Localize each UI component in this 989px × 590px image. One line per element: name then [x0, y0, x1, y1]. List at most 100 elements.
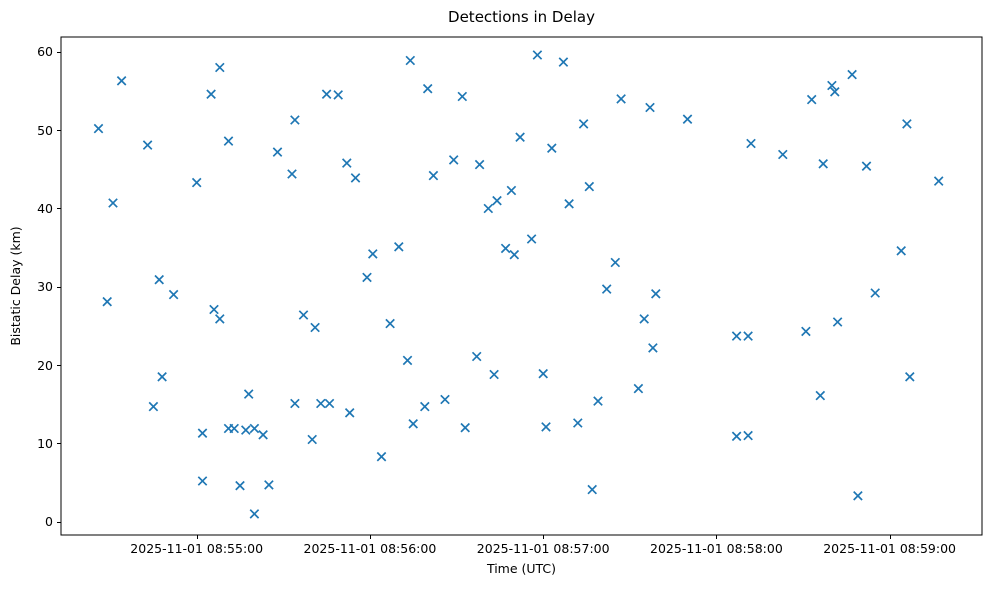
- data-point-marker: [385, 318, 395, 329]
- data-point-marker: [240, 425, 251, 435]
- data-point-marker: [829, 86, 840, 97]
- x-tick-label: 2025-11-01 08:56:00: [303, 541, 437, 556]
- data-point-marker: [593, 396, 603, 406]
- data-point-marker: [474, 159, 485, 170]
- data-point-marker: [616, 94, 626, 104]
- data-point-marker: [832, 317, 843, 327]
- data-point-marker: [440, 394, 450, 405]
- data-point-marker: [154, 274, 165, 285]
- data-point-marker: [564, 198, 574, 209]
- data-point-marker: [601, 284, 612, 294]
- data-point-marker: [393, 241, 404, 252]
- data-point-marker: [272, 147, 283, 157]
- data-point-marker: [904, 371, 915, 382]
- data-point-marker: [541, 422, 551, 432]
- data-point-marker: [515, 132, 525, 143]
- data-point-marker: [310, 322, 320, 333]
- data-point-marker: [142, 140, 153, 150]
- data-point-marker: [500, 243, 511, 254]
- data-point-marker: [870, 288, 881, 298]
- data-point-marker: [650, 288, 661, 299]
- data-point-marker: [682, 114, 693, 125]
- data-point-marker: [827, 80, 837, 91]
- data-point-marker: [157, 371, 167, 382]
- data-point-marker: [235, 480, 245, 491]
- data-point-marker: [197, 428, 208, 439]
- data-point-marker: [853, 490, 863, 501]
- data-point-marker: [367, 249, 378, 259]
- data-point-marker: [457, 91, 468, 102]
- data-point-marker: [815, 390, 826, 401]
- data-point-marker: [506, 185, 517, 196]
- data-point-marker: [645, 102, 655, 113]
- data-point-marker: [471, 351, 482, 362]
- y-tick-label: 10: [37, 435, 53, 451]
- data-point-marker: [209, 304, 219, 315]
- scatter-points: [93, 50, 944, 519]
- y-tick-label: 30: [37, 279, 53, 295]
- data-point-marker: [249, 509, 260, 519]
- x-axis-label: Time (UTC): [486, 561, 557, 576]
- data-point-marker: [324, 398, 335, 409]
- data-point-marker: [402, 355, 413, 366]
- plot-spines: [60, 36, 983, 536]
- data-point-marker: [861, 161, 872, 172]
- data-point-marker: [298, 310, 309, 320]
- data-point-marker: [376, 451, 387, 462]
- data-point-marker: [587, 484, 598, 495]
- data-point-marker: [264, 480, 274, 490]
- data-point-marker: [408, 418, 419, 429]
- data-point-marker: [405, 55, 416, 66]
- data-point-marker: [419, 401, 430, 412]
- data-point-marker: [648, 343, 658, 353]
- data-point-marker: [350, 173, 361, 183]
- data-point-marker: [578, 119, 589, 129]
- data-point-marker: [572, 418, 583, 428]
- y-tick-label: 40: [37, 201, 53, 216]
- y-axis-label: Bistatic Delay (km): [8, 226, 23, 346]
- data-point-marker: [818, 158, 829, 169]
- data-point-marker: [633, 383, 644, 394]
- data-point-marker: [902, 119, 912, 129]
- data-point-marker: [307, 434, 318, 445]
- data-point-marker: [93, 123, 104, 134]
- data-point-marker: [743, 331, 753, 341]
- data-point-marker: [191, 177, 202, 188]
- data-point-marker: [422, 83, 433, 94]
- data-point-marker: [102, 296, 113, 307]
- data-point-marker: [526, 234, 537, 244]
- data-point-marker: [168, 289, 179, 300]
- data-point-marker: [777, 149, 788, 160]
- data-point-marker: [460, 422, 471, 433]
- data-point-marker: [896, 245, 907, 256]
- data-point-marker: [448, 155, 459, 165]
- x-tick-label: 2025-11-01 08:57:00: [476, 541, 610, 556]
- data-point-marker: [287, 169, 297, 179]
- x-tick-label: 2025-11-01 08:55:00: [130, 541, 264, 556]
- data-point-marker: [847, 69, 857, 80]
- data-point-marker: [214, 62, 225, 73]
- data-point-marker: [290, 115, 300, 125]
- data-point-marker: [584, 181, 595, 192]
- data-point-marker: [290, 398, 300, 409]
- data-point-marker: [933, 176, 944, 186]
- data-point-marker: [806, 94, 817, 105]
- data-point-marker: [229, 423, 240, 434]
- data-point-marker: [801, 326, 811, 337]
- data-point-marker: [509, 249, 520, 260]
- axis-ticks: [57, 52, 891, 539]
- data-point-marker: [489, 369, 499, 380]
- data-point-marker: [223, 136, 234, 146]
- data-point-marker: [362, 272, 372, 283]
- y-tick-label: 60: [37, 44, 53, 60]
- data-point-marker: [206, 89, 216, 100]
- data-point-marker: [321, 89, 332, 100]
- y-tick-label: 50: [37, 122, 53, 138]
- data-point-marker: [344, 407, 355, 418]
- data-point-marker: [610, 257, 621, 268]
- data-point-marker: [108, 198, 118, 208]
- data-point-marker: [315, 398, 326, 409]
- y-tick-label: 20: [37, 357, 53, 373]
